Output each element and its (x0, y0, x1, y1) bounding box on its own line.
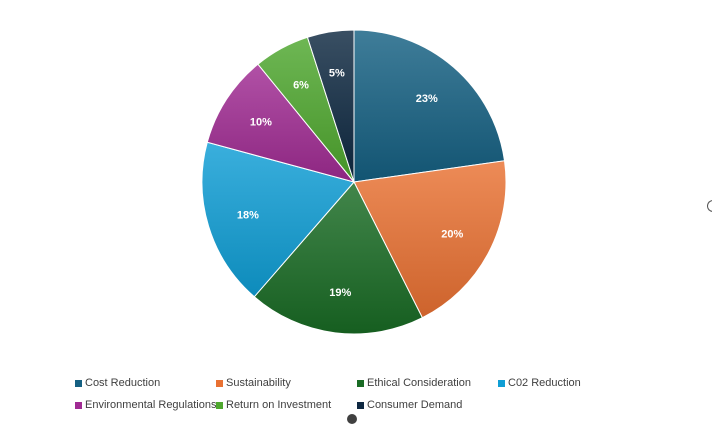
data-label-sustainability: 20% (441, 228, 463, 240)
pie-slice-sustainability (353, 160, 507, 319)
pie-slice-consumer-demand (306, 29, 355, 183)
pie-slice-environmental-regulations (206, 63, 356, 183)
data-label-environmental-regulations: 10% (250, 117, 272, 129)
data-label-ethical-consideration: 19% (329, 287, 351, 299)
chart-resize-handle-bottom[interactable] (347, 414, 357, 424)
data-label-c02-reduction: 18% (237, 209, 259, 221)
data-label-return-on-investment: 6% (293, 80, 309, 92)
pie-slice-ethical-consideration (253, 181, 424, 335)
pie-slice-cost-reduction (353, 29, 506, 183)
data-label-consumer-demand: 5% (329, 67, 345, 79)
chart-resize-handle[interactable] (707, 200, 712, 212)
data-label-cost-reduction: 23% (416, 93, 438, 105)
pie-slice-c02-reduction (201, 141, 355, 298)
